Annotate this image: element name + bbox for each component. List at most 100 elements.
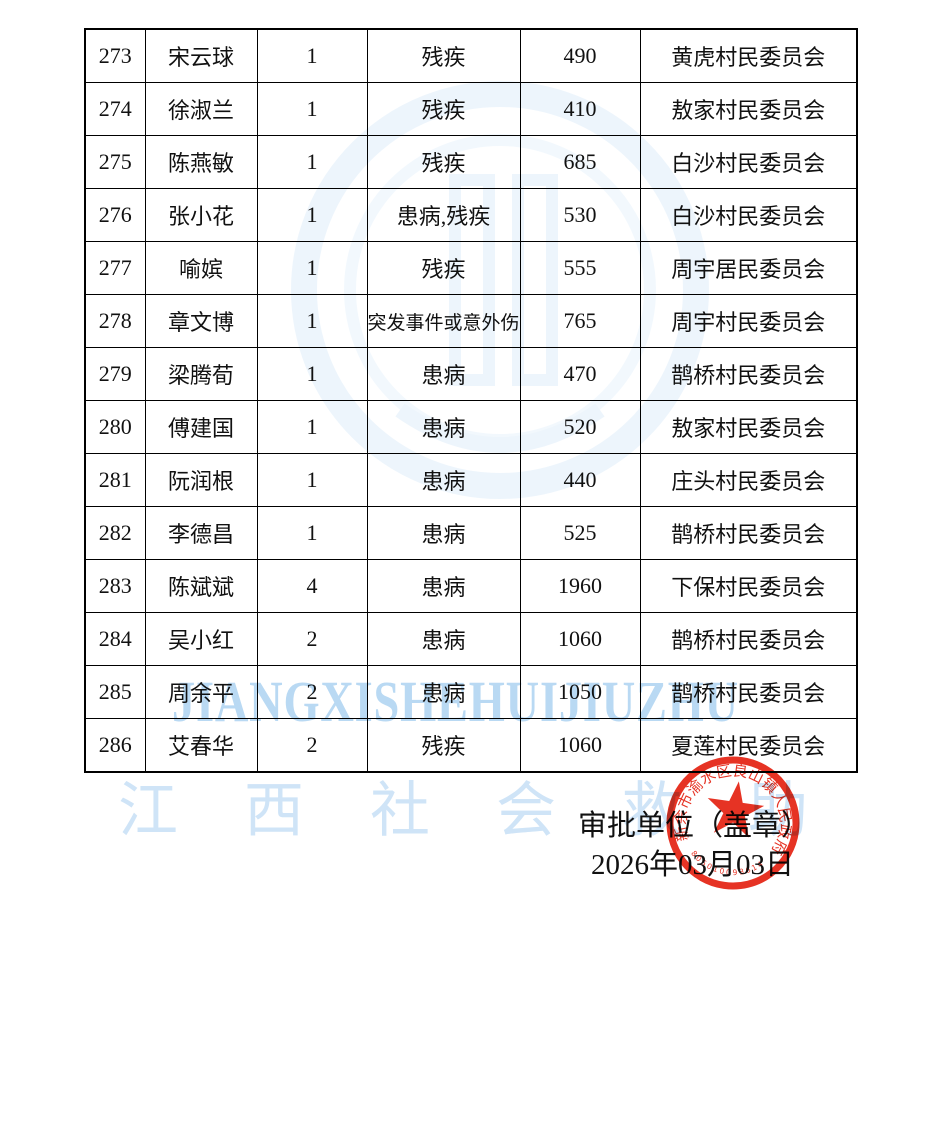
cell-no: 276 [84, 188, 146, 242]
table-row: 273 宋云球 1 残疾 490 黄虎村民委员会 [84, 28, 858, 83]
cell-reason: 患病 [366, 453, 521, 507]
cell-reason: 患病 [366, 559, 521, 613]
cell-count: 4 [256, 559, 368, 613]
cell-name: 陈斌斌 [144, 559, 258, 613]
table-row: 276 张小花 1 患病,残疾 530 白沙村民委员会 [84, 188, 858, 242]
cell-committee: 鹊桥村民委员会 [639, 506, 858, 560]
table-row: 278 章文博 1 突发事件或意外伤 765 周宇村民委员会 [84, 294, 858, 348]
cell-count: 1 [256, 347, 368, 401]
cell-committee: 周宇村民委员会 [639, 294, 858, 348]
cell-no: 283 [84, 559, 146, 613]
cell-amount: 410 [519, 82, 641, 136]
cell-amount: 685 [519, 135, 641, 189]
cell-amount: 440 [519, 453, 641, 507]
cell-no: 275 [84, 135, 146, 189]
cell-name: 章文博 [144, 294, 258, 348]
cell-count: 1 [256, 241, 368, 295]
table-row: 282 李德昌 1 患病 525 鹊桥村民委员会 [84, 506, 858, 560]
cell-reason: 突发事件或意外伤 [366, 294, 521, 348]
cell-amount: 765 [519, 294, 641, 348]
cell-count: 1 [256, 135, 368, 189]
cell-name: 阮润根 [144, 453, 258, 507]
cell-name: 李德昌 [144, 506, 258, 560]
cell-committee: 周宇居民委员会 [639, 241, 858, 295]
cell-count: 1 [256, 506, 368, 560]
approval-date-label: 2026年03月03日 [591, 849, 795, 881]
cell-reason: 患病,残疾 [366, 188, 521, 242]
cell-reason: 残疾 [366, 82, 521, 136]
cell-amount: 1060 [519, 718, 641, 773]
cell-reason: 残疾 [366, 718, 521, 773]
cell-reason: 患病 [366, 506, 521, 560]
table-row: 279 梁腾荀 1 患病 470 鹊桥村民委员会 [84, 347, 858, 401]
cell-name: 张小花 [144, 188, 258, 242]
cell-name: 吴小红 [144, 612, 258, 666]
cell-reason: 残疾 [366, 241, 521, 295]
cell-reason: 患病 [366, 612, 521, 666]
cell-amount: 490 [519, 28, 641, 83]
cell-name: 喻嫔 [144, 241, 258, 295]
cell-committee: 下保村民委员会 [639, 559, 858, 613]
cell-name: 梁腾荀 [144, 347, 258, 401]
cell-committee: 白沙村民委员会 [639, 135, 858, 189]
cell-count: 1 [256, 453, 368, 507]
cell-amount: 520 [519, 400, 641, 454]
cell-count: 1 [256, 82, 368, 136]
cell-count: 1 [256, 294, 368, 348]
cell-no: 280 [84, 400, 146, 454]
cell-reason: 残疾 [366, 28, 521, 83]
table-row: 277 喻嫔 1 残疾 555 周宇居民委员会 [84, 241, 858, 295]
cell-amount: 525 [519, 506, 641, 560]
table-row: 285 周余平 2 患病 1050 鹊桥村民委员会 [84, 665, 858, 719]
cell-no: 278 [84, 294, 146, 348]
cell-no: 281 [84, 453, 146, 507]
cell-count: 1 [256, 28, 368, 83]
cell-amount: 470 [519, 347, 641, 401]
cell-reason: 患病 [366, 400, 521, 454]
table-row: 275 陈燕敏 1 残疾 685 白沙村民委员会 [84, 135, 858, 189]
cell-reason: 患病 [366, 347, 521, 401]
approval-unit-label: 审批单位（盖章） [578, 810, 811, 842]
cell-committee: 鹊桥村民委员会 [639, 665, 858, 719]
cell-no: 274 [84, 82, 146, 136]
table-row: 284 吴小红 2 患病 1060 鹊桥村民委员会 [84, 612, 858, 666]
cell-amount: 1960 [519, 559, 641, 613]
cell-committee: 白沙村民委员会 [639, 188, 858, 242]
cell-amount: 555 [519, 241, 641, 295]
record-table: 273 宋云球 1 残疾 490 黄虎村民委员会 274 徐淑兰 1 残疾 410 敖家村民委员会 27… [84, 28, 858, 773]
cell-count: 1 [256, 188, 368, 242]
cell-name: 周余平 [144, 665, 258, 719]
cell-committee: 鹊桥村民委员会 [639, 612, 858, 666]
cell-name: 宋云球 [144, 28, 258, 83]
cell-no: 282 [84, 506, 146, 560]
cell-count: 2 [256, 718, 368, 773]
cell-committee: 庄头村民委员会 [639, 453, 858, 507]
table-row: 281 阮润根 1 患病 440 庄头村民委员会 [84, 453, 858, 507]
cell-no: 273 [84, 28, 146, 83]
cell-committee: 鹊桥村民委员会 [639, 347, 858, 401]
table-row: 280 傅建国 1 患病 520 敖家村民委员会 [84, 400, 858, 454]
cell-count: 2 [256, 612, 368, 666]
cell-no: 279 [84, 347, 146, 401]
table-row: 274 徐淑兰 1 残疾 410 敖家村民委员会 [84, 82, 858, 136]
cell-amount: 530 [519, 188, 641, 242]
cell-count: 1 [256, 400, 368, 454]
cell-reason: 残疾 [366, 135, 521, 189]
cell-no: 277 [84, 241, 146, 295]
cell-name: 陈燕敏 [144, 135, 258, 189]
cell-no: 286 [84, 718, 146, 773]
cell-committee: 黄虎村民委员会 [639, 28, 858, 83]
cell-count: 2 [256, 665, 368, 719]
cell-committee: 敖家村民委员会 [639, 400, 858, 454]
cell-no: 285 [84, 665, 146, 719]
cell-amount: 1050 [519, 665, 641, 719]
record-table-body: 273 宋云球 1 残疾 490 黄虎村民委员会 274 徐淑兰 1 残疾 410 敖家村民委员会 27… [84, 28, 858, 773]
cell-name: 艾春华 [144, 718, 258, 773]
cell-name: 徐淑兰 [144, 82, 258, 136]
cell-committee: 敖家村民委员会 [639, 82, 858, 136]
cell-no: 284 [84, 612, 146, 666]
table-row: 286 艾春华 2 残疾 1060 夏莲村民委员会 [84, 718, 858, 773]
cell-reason: 患病 [366, 665, 521, 719]
cell-name: 傅建国 [144, 400, 258, 454]
